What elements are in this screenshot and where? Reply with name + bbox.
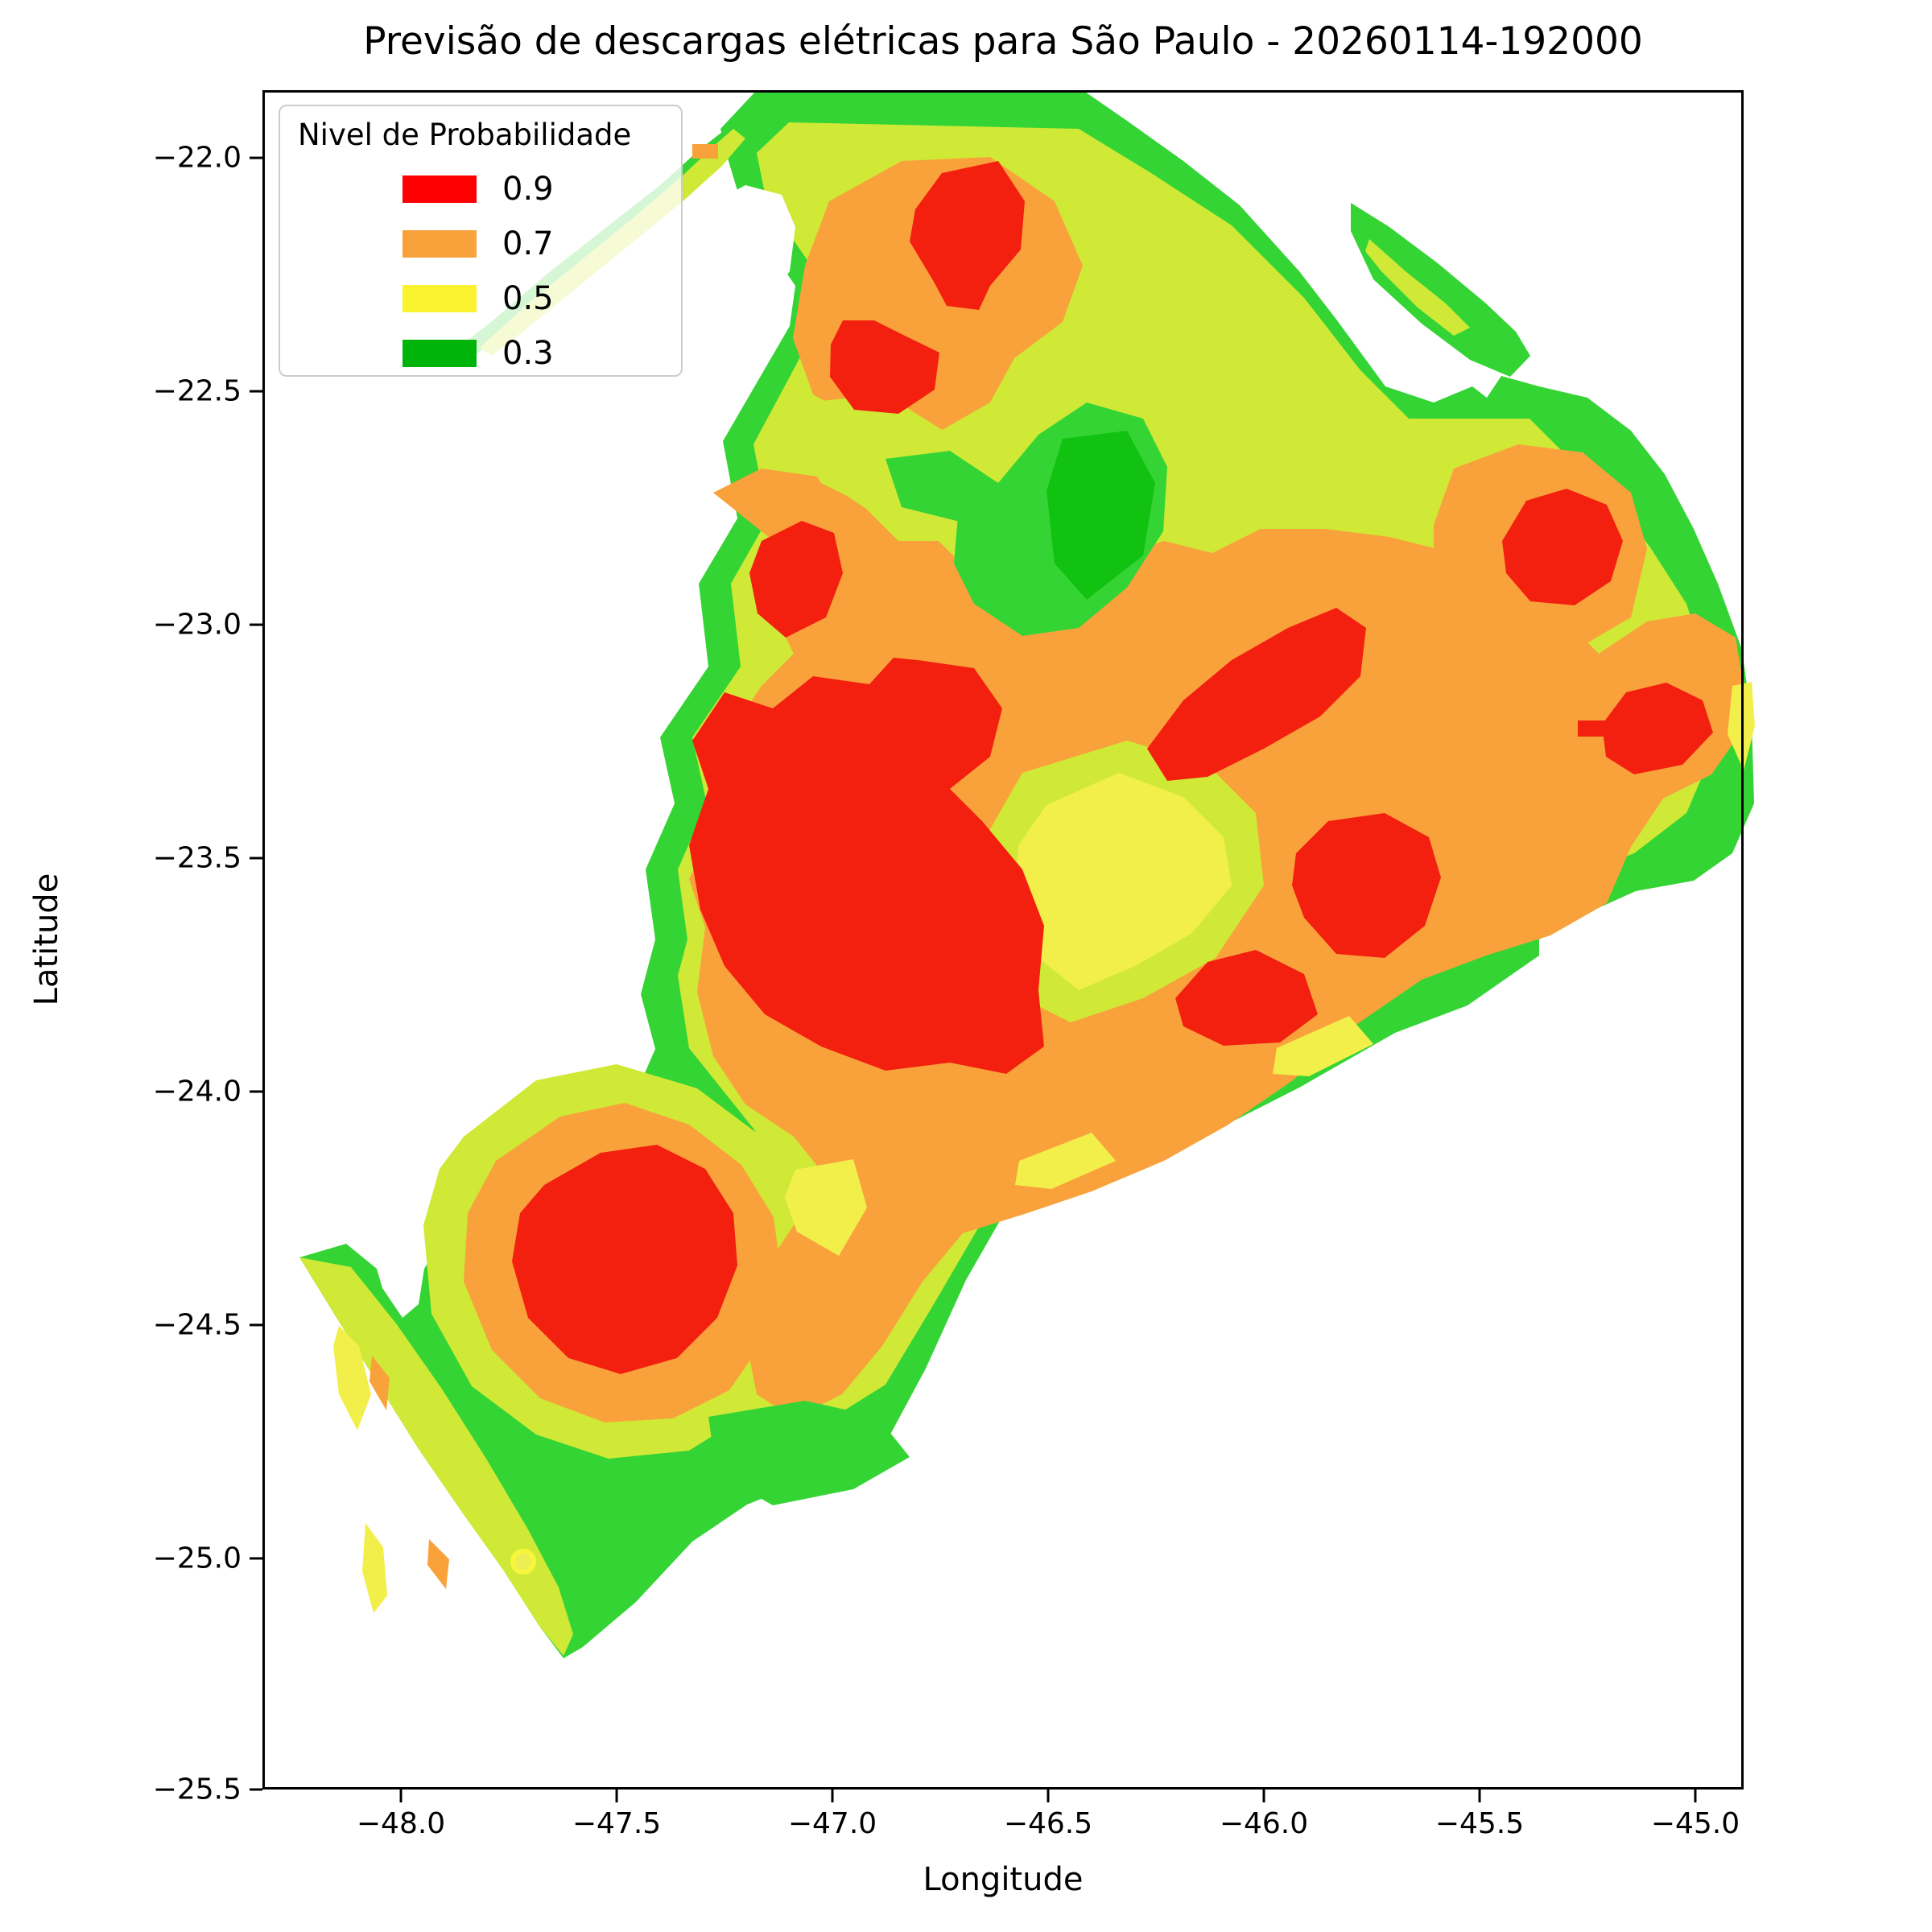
x-tick-label: −47.0 — [787, 1807, 877, 1840]
contour-region-red-core-ne — [1502, 489, 1623, 605]
x-tick-label: −45.5 — [1435, 1807, 1525, 1840]
x-tick-label: −46.0 — [1219, 1807, 1309, 1840]
contour-region-tail-orange-1 — [369, 1356, 390, 1410]
contour-region-yellow-se-coast-2 — [1273, 1016, 1373, 1076]
x-tick-label: −48.0 — [356, 1807, 446, 1840]
contour-region-white-bay-lake — [701, 185, 795, 308]
x-tick-label: −46.5 — [1003, 1807, 1093, 1840]
contour-region-valley-yellow — [1014, 773, 1232, 990]
contour-region-red-core-north-2 — [830, 320, 939, 414]
contour-region-green-tongue — [886, 451, 998, 523]
contour-region-green-gap-south — [708, 1401, 910, 1505]
y-tick-label: −22.0 — [152, 141, 242, 175]
legend-item-0.5: 0.5 — [280, 274, 681, 328]
legend-swatch-0.5 — [402, 285, 477, 312]
x-axis-label: Longitude — [923, 1861, 1084, 1898]
contour-region-yellow-wedge-west — [785, 1159, 867, 1256]
legend-label: 0.9 — [502, 171, 554, 208]
plot-title: Previsão de descargas elétricas para São… — [363, 19, 1643, 64]
contour-region-tail-orange-2 — [427, 1539, 449, 1589]
legend-label: 0.7 — [502, 225, 554, 262]
legend-title: Nivel de Probabilidade — [298, 118, 632, 152]
y-tick-label: −25.5 — [152, 1773, 242, 1806]
axes-frame — [262, 90, 1744, 1790]
legend-swatch-0.7 — [402, 230, 477, 258]
y-axis-label: Latitude — [28, 873, 65, 1006]
legend-box[interactable]: Nivel de Probabilidade 0.9 0.7 0.5 0.3 — [279, 105, 683, 377]
contour-region-green-enclave-core — [1046, 431, 1155, 600]
contour-region-red-core-north — [910, 161, 1025, 310]
y-tick-label: −24.5 — [152, 1308, 242, 1342]
contour-region-red-core-south-small — [1175, 950, 1318, 1046]
contour-region-red-core-east-arm — [1578, 720, 1606, 737]
contour-region-red-core-southwest — [512, 1145, 737, 1374]
legend-items: 0.9 0.7 0.5 0.3 — [280, 164, 681, 383]
y-tick-label: −22.5 — [152, 374, 242, 408]
contour-region-red-core-west — [749, 521, 843, 638]
contour-region-tail-yellow-2 — [362, 1523, 387, 1613]
yellow-dot-marker — [510, 1549, 536, 1575]
contour-region-tail-chartreuse — [299, 1257, 573, 1656]
contour-region-red-core-center — [1147, 608, 1366, 781]
contour-region-red-core-southcenter — [1292, 813, 1441, 958]
contour-region-yellow-se-coast-1 — [1015, 1133, 1116, 1189]
legend-swatch-0.3 — [402, 340, 477, 367]
legend-item-0.9: 0.9 — [280, 164, 681, 219]
legend-label: 0.3 — [502, 335, 554, 372]
contour-map — [250, 90, 1755, 1802]
contour-region-red-core-east — [1602, 683, 1713, 774]
contour-region-cape-orange-blip — [692, 144, 718, 159]
y-tick-label: −24.0 — [152, 1075, 242, 1108]
y-tick-label: −23.0 — [152, 608, 242, 642]
contour-region-tail-yellow-1 — [333, 1326, 371, 1430]
x-tick-label: −47.5 — [572, 1807, 662, 1840]
legend-label: 0.5 — [502, 280, 554, 317]
y-tick-label: −25.0 — [152, 1542, 242, 1575]
contour-region-red-core-central-mass — [689, 658, 1044, 1074]
plot-area: Nivel de Probabilidade 0.9 0.7 0.5 0.3 — [250, 90, 1755, 1802]
legend-item-0.7: 0.7 — [280, 219, 681, 274]
contour-region-ne-sliver-core — [1365, 239, 1470, 336]
contour-region-ne-sliver — [1351, 203, 1530, 377]
legend-swatch-0.9 — [402, 175, 477, 203]
legend-item-0.3: 0.3 — [280, 328, 681, 383]
x-tick-label: −45.0 — [1650, 1807, 1740, 1840]
y-tick-label: −23.5 — [152, 841, 242, 875]
